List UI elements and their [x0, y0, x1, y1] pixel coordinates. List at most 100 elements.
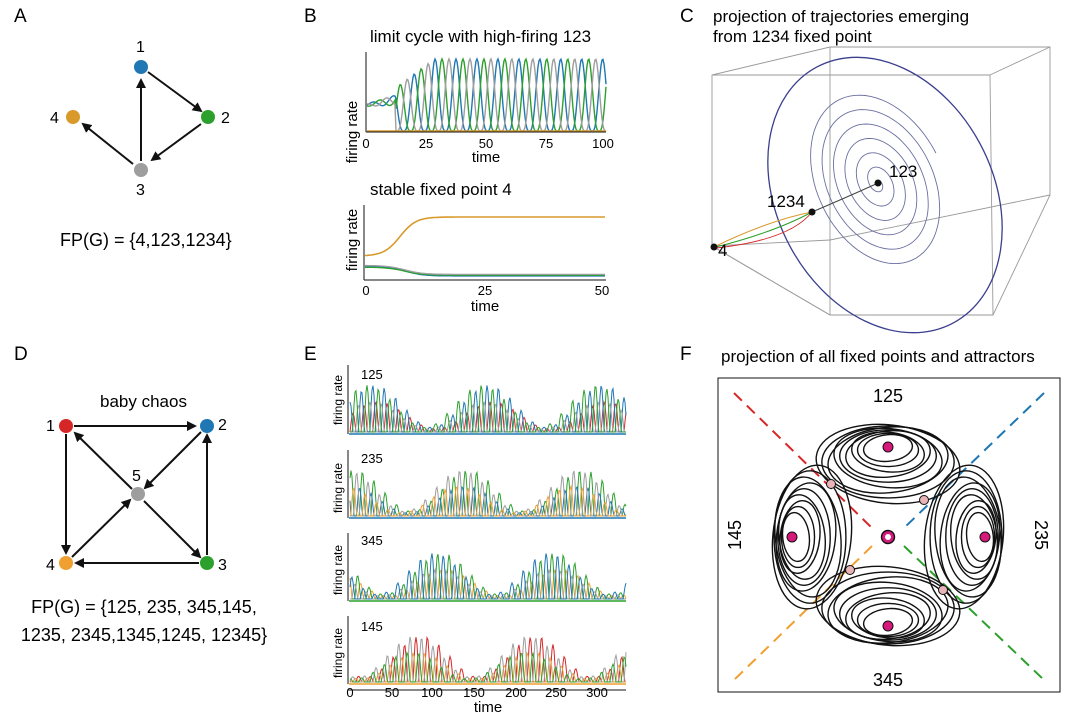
f-fixed-points: [786, 441, 991, 632]
fixed-point-set-a: FP(G) = {4,123,1234}: [60, 230, 232, 250]
attractor-orbit: [821, 425, 955, 499]
panel-e: E firing rate firing rate firing rate fi…: [304, 344, 627, 716]
attractor-orbit: [781, 511, 811, 563]
e-tick: 250: [545, 685, 567, 700]
fixed-point-1234: [808, 208, 816, 216]
attractor-orbit: [780, 505, 816, 569]
e-ylabel-145: firing rate: [331, 628, 345, 678]
f-lobe-label-345: 345: [873, 670, 903, 690]
node-3-label: 3: [136, 182, 145, 199]
e-tick: 300: [586, 685, 608, 700]
node-1-label: 1: [46, 418, 55, 435]
fixed-point-set-d-line-2: 1235, 2345,1345,1245, 12345}: [21, 625, 267, 645]
b-bottom-ylabel: firing rate: [344, 209, 361, 272]
panel-e-label: E: [304, 344, 317, 365]
saddle-fixed-point: [938, 585, 948, 595]
attractor-orbit: [945, 488, 999, 587]
e-trace-label-235: 235: [361, 451, 383, 466]
trace-neuron-3: [366, 57, 607, 132]
e-tick: 150: [463, 685, 485, 700]
node-3-label: 3: [218, 557, 227, 574]
attractor-orbit: [777, 488, 831, 587]
trajectory-1234-to-4: [715, 211, 813, 248]
stable-fixed-point: [979, 531, 991, 543]
attractor-orbit: [845, 430, 931, 478]
b-top-title: limit cycle with high-firing 123: [370, 27, 591, 46]
e-trace-series: [350, 651, 626, 683]
c-title-line-2: from 1234 fixed point: [713, 27, 872, 46]
c-trajectories: [715, 56, 1003, 334]
b-top-tick: 25: [419, 136, 433, 151]
f-lobe-label-145: 145: [725, 520, 745, 550]
e-ylabel-125: firing rate: [331, 375, 345, 425]
e-trace-label-125: 125: [361, 367, 383, 382]
f-attractors: [771, 423, 1005, 647]
e-tick: 100: [421, 685, 443, 700]
attractor-orbit: [862, 433, 914, 463]
e-trace-series: [349, 636, 627, 683]
node-2-label: 2: [218, 417, 227, 434]
fixed-point-set-d-line-1: FP(G) = {125, 235, 345,145,: [31, 597, 257, 617]
trajectory-1234-to-123: [811, 183, 877, 213]
e-trace-series: [350, 553, 626, 600]
b-top-ylabel: firing rate: [344, 101, 361, 164]
limit-cycle: [767, 56, 1003, 334]
attractor-orbit: [851, 431, 925, 473]
e-xlabel: time: [474, 699, 502, 716]
e-ylabel-345: firing rate: [331, 545, 345, 595]
dashed-axis-2: [903, 392, 1045, 529]
trace-neuron-4: [364, 216, 605, 257]
attractor-orbit: [965, 511, 995, 563]
edge-2-3: [150, 123, 202, 162]
edge-2-5: [143, 431, 202, 490]
stable-fixed-point: [882, 620, 894, 632]
attractor-orbit: [839, 587, 938, 641]
b-top-tick: 75: [539, 136, 553, 151]
stable-fixed-point: [882, 441, 894, 453]
panel-a-label: A: [14, 6, 27, 27]
dashed-axis-4: [733, 545, 873, 681]
e-trace-label-345: 345: [361, 533, 383, 548]
attractor-orbit: [827, 576, 949, 644]
b-bottom-title: stable fixed point 4: [370, 180, 512, 199]
trace-neuron-2: [365, 266, 605, 276]
node-4-label: 4: [46, 557, 55, 574]
f-title: projection of all fixed points and attra…: [721, 347, 1035, 366]
attractor-orbit: [839, 429, 938, 483]
node-5: [131, 487, 145, 501]
attractor-orbit: [775, 482, 837, 592]
c-title-line-1: projection of trajectories emerging: [713, 7, 969, 26]
b-top-tick: 100: [592, 136, 614, 151]
saddle-fixed-point: [919, 495, 929, 505]
node-1: [134, 60, 148, 74]
b-top-xlabel: time: [472, 149, 500, 166]
stable-fixed-point: [786, 531, 798, 543]
b-top-tick: 0: [362, 136, 369, 151]
node-5-label: 5: [132, 468, 141, 485]
c-3d-box: [711, 46, 1051, 316]
b-top-tick: 50: [479, 136, 493, 151]
attractor-orbit: [955, 500, 997, 574]
f-lobe-label-125: 125: [873, 386, 903, 406]
e-trace-label-145: 145: [361, 619, 383, 634]
attractor-orbit: [827, 426, 949, 494]
b-bottom-tick: 0: [362, 283, 369, 298]
e-trace-series: [349, 553, 627, 600]
b-bottom-traces: [364, 216, 605, 277]
e-traces: [347, 365, 627, 685]
dashed-axis-1: [733, 392, 873, 529]
attractor-orbit: [774, 476, 842, 598]
attractor-orbit: [779, 500, 821, 574]
e-trace-series: [349, 470, 627, 517]
saddle-fixed-point: [845, 565, 855, 575]
f-lobe-label-235: 235: [1031, 520, 1051, 550]
trace-neuron-2: [366, 57, 607, 132]
panel-f: F projection of all fixed points and att…: [680, 344, 1061, 693]
b-bottom-xlabel: time: [471, 298, 499, 315]
attractor-orbit: [851, 597, 925, 639]
attractor-orbit: [929, 470, 1003, 604]
label-123: 123: [889, 162, 917, 181]
panel-b: B limit cycle with high-firing 123 firin…: [304, 6, 614, 315]
attractor-orbit: [950, 494, 998, 580]
